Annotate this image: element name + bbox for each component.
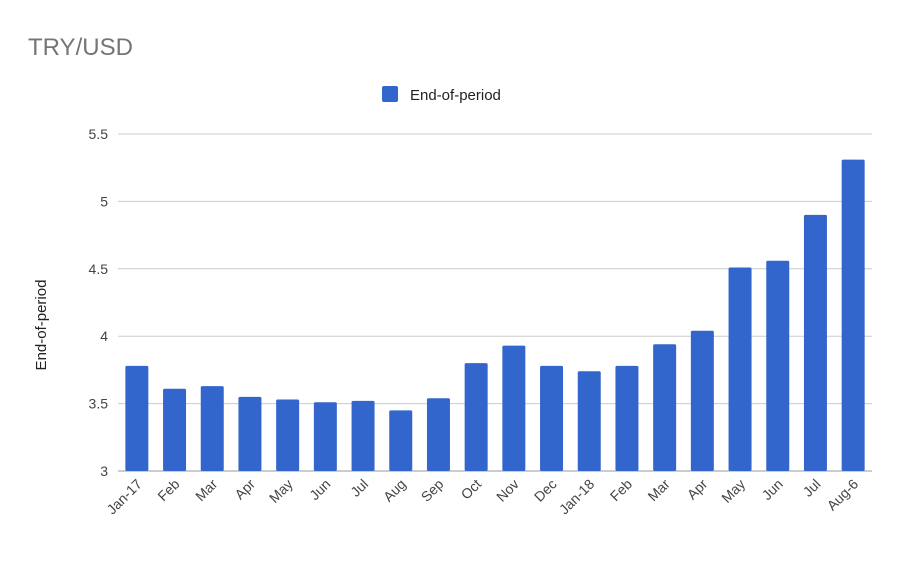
bar [238, 396, 262, 471]
bar [841, 159, 865, 471]
x-tick-label: May [266, 476, 296, 506]
bar [163, 388, 187, 471]
legend-label: End-of-period [410, 87, 501, 104]
bar [351, 400, 375, 471]
bar [540, 365, 564, 471]
x-tick-label: Jun [306, 476, 333, 503]
y-tick-label: 4.5 [89, 261, 109, 277]
x-tick-label: Feb [607, 476, 636, 505]
x-tick-label: Apr [231, 476, 258, 503]
bar [803, 214, 827, 471]
x-tick-label: Aug [380, 476, 409, 505]
x-tick-label: Jan-18 [556, 476, 598, 518]
y-axis-label: End-of-period [33, 280, 50, 371]
x-tick-label: Oct [458, 476, 485, 503]
legend: End-of-period [382, 86, 501, 104]
bar [502, 345, 526, 471]
bars [125, 159, 865, 471]
x-tick-label: Dec [531, 476, 560, 505]
bar [653, 344, 677, 471]
bar [313, 402, 337, 471]
bar [577, 371, 601, 471]
x-tick-label: Feb [154, 476, 183, 505]
x-tick-label: Jul [800, 476, 824, 500]
bar [125, 365, 149, 471]
x-tick-label: Jun [759, 476, 786, 503]
y-tick-label: 3.5 [89, 396, 109, 412]
x-tick-label: Nov [493, 476, 522, 505]
bar [276, 399, 300, 471]
y-tick-labels: 3 3.5 4 4.5 5 5.5 [89, 126, 109, 479]
bar [728, 267, 752, 471]
y-tick-label: 5 [100, 193, 108, 209]
legend-swatch [382, 86, 398, 102]
y-tick-label: 5.5 [89, 126, 109, 142]
y-tick-label: 3 [100, 463, 108, 479]
x-tick-label: Apr [684, 476, 711, 503]
x-tick-label: Jan-17 [103, 476, 145, 518]
x-tick-label: Mar [644, 476, 673, 505]
x-tick-label: May [718, 476, 748, 506]
x-tick-label: Jul [347, 476, 371, 500]
x-tick-label: Aug-6 [824, 476, 862, 514]
bar [615, 365, 639, 471]
x-tick-label: Sep [418, 476, 447, 505]
bar [690, 330, 714, 471]
y-tick-label: 4 [100, 328, 108, 344]
bar [766, 260, 790, 471]
bar [426, 398, 450, 471]
bar [464, 363, 488, 471]
bar [200, 386, 224, 471]
chart-title: TRY/USD [28, 34, 133, 61]
gridlines [118, 133, 872, 472]
bar [389, 410, 413, 471]
x-tick-labels: Jan-17 Feb Mar Apr May Jun Jul Aug Sep Oct Nov DecJ… [103, 476, 861, 518]
x-tick-label: Mar [192, 476, 221, 505]
